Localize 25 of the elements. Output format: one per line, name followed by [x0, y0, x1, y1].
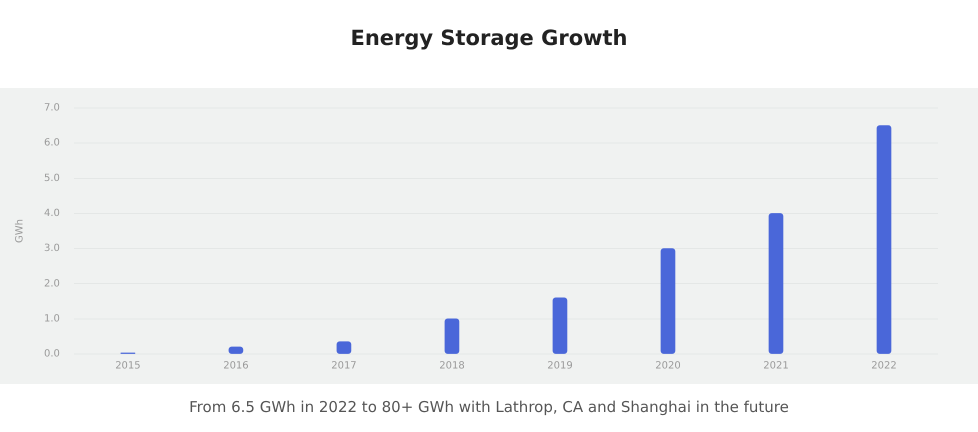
y-tick-label: 3.0	[44, 243, 60, 254]
y-tick-label: 5.0	[44, 172, 60, 184]
x-tick-label: 2019	[547, 360, 573, 372]
bar	[552, 297, 568, 354]
y-tick-label: 7.0	[44, 102, 60, 114]
y-axis-title: GWh	[14, 219, 26, 243]
bar	[444, 318, 460, 354]
chart-title: Energy Storage Growth	[349, 25, 629, 52]
y-tick-label: 0.0	[44, 348, 60, 360]
x-tick-label: 2017	[331, 360, 357, 372]
bar	[876, 125, 892, 354]
x-tick-label: 2022	[871, 360, 897, 372]
x-tick-label: 2015	[115, 360, 141, 372]
y-tick-label: 2.0	[44, 278, 60, 290]
x-tick-label: 2018	[439, 360, 465, 372]
y-tick-label: 6.0	[44, 138, 60, 149]
y-tick-label: 1.0	[44, 313, 60, 324]
bar	[660, 248, 676, 354]
y-tick-label: 4.0	[44, 208, 60, 220]
text: From 6.5 GWh in 2022 to 80+ GWh with Lathrop, CA and Shanghai in the future	[188, 397, 790, 418]
bar	[336, 341, 352, 354]
x-tick-label: 2020	[655, 360, 681, 372]
x-tick-label: 2021	[763, 360, 789, 372]
x-tick-label: 2016	[223, 360, 249, 372]
bar	[768, 213, 784, 354]
